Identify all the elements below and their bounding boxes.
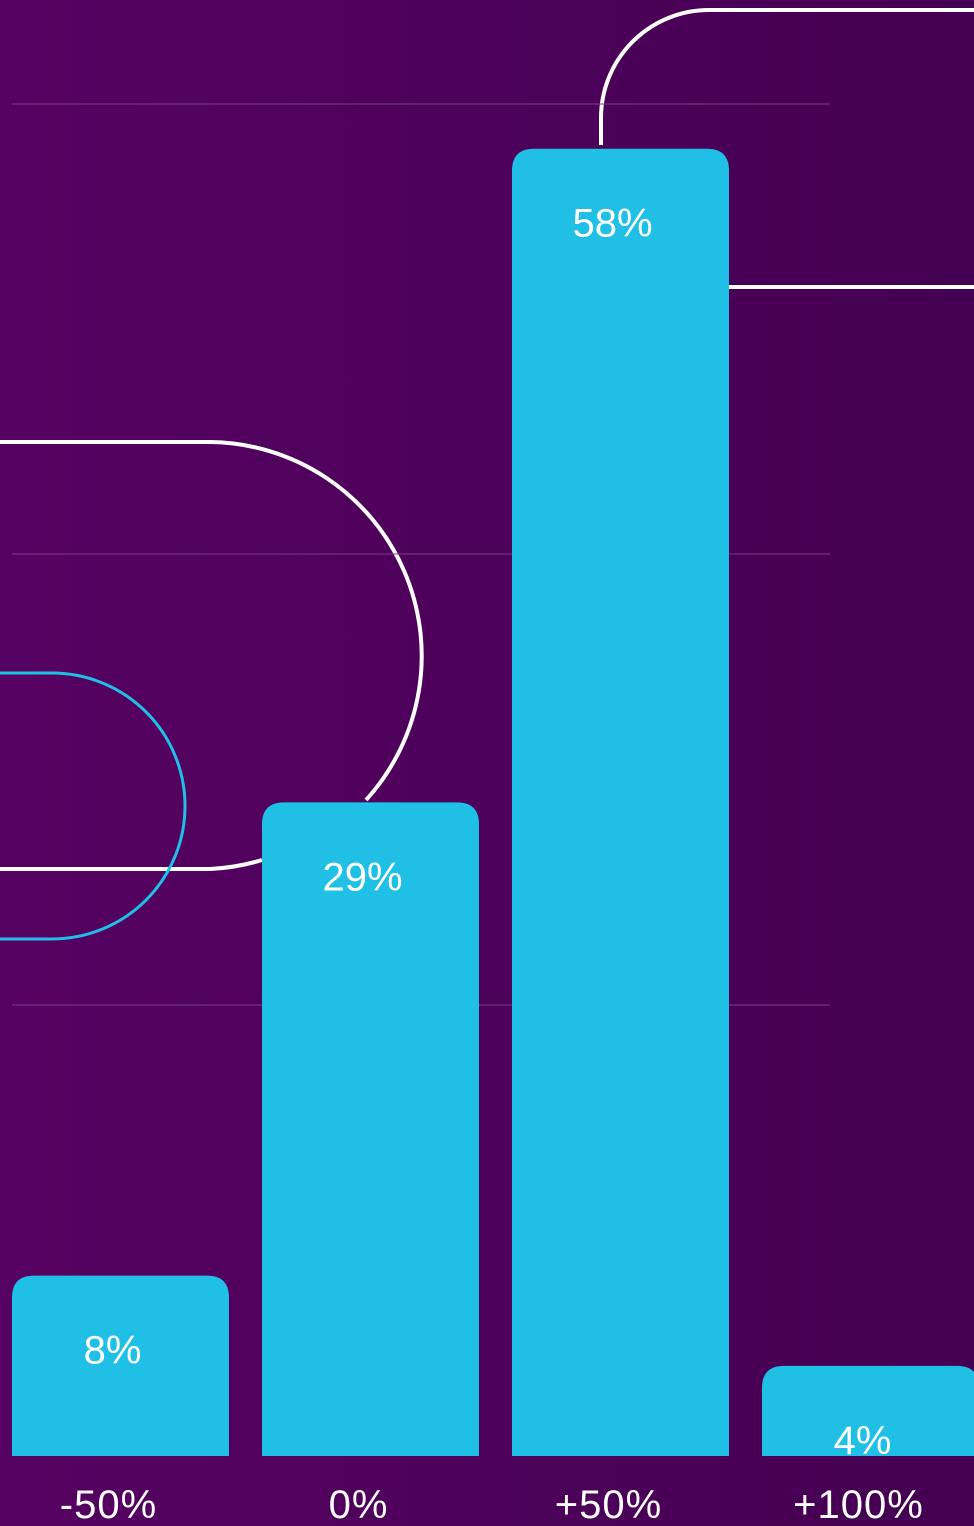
x-axis-tick-labels: -50% 0% +50% +100% xyxy=(60,1483,924,1526)
bar-value-labels: 8% 29% 58% 4% xyxy=(84,202,892,1463)
decor-cyan-curve xyxy=(0,671,187,941)
bar-value-label: 58% xyxy=(572,202,652,246)
bar xyxy=(762,1365,974,1456)
bar-value-label: 29% xyxy=(322,855,402,899)
bar xyxy=(12,1275,229,1456)
x-tick-label: +50% xyxy=(555,1483,662,1526)
bar-value-label: 4% xyxy=(834,1419,892,1463)
bar xyxy=(512,148,729,1457)
x-tick-label: +100% xyxy=(793,1483,924,1526)
bar-value-label: 8% xyxy=(84,1329,142,1373)
x-tick-label: 0% xyxy=(329,1483,389,1526)
bars xyxy=(12,148,974,1457)
decor-white-curve-top xyxy=(599,8,974,145)
decor-white-curve-middle xyxy=(0,440,424,871)
bar xyxy=(262,802,479,1456)
x-tick-label: -50% xyxy=(60,1483,157,1526)
